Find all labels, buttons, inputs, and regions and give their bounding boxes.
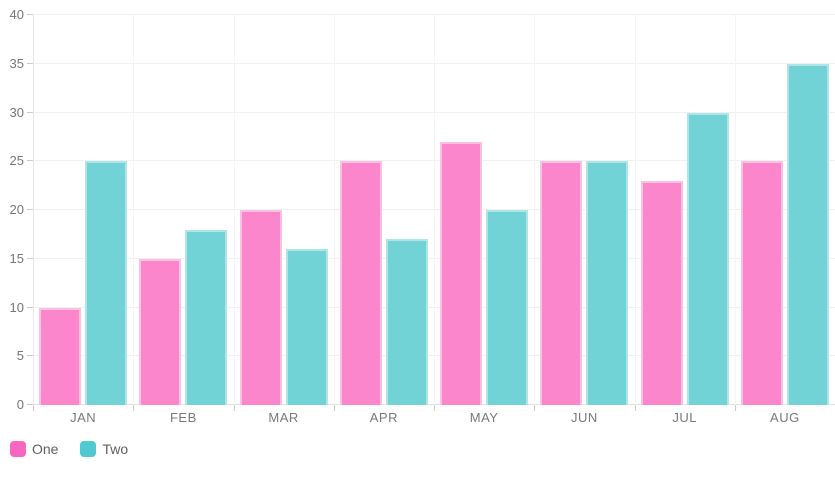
y-axis-label-15: 15 bbox=[9, 250, 24, 266]
y-axis-label-10: 10 bbox=[9, 299, 24, 315]
gridline-x-4 bbox=[434, 15, 435, 405]
gridline-x-3 bbox=[333, 15, 335, 405]
y-tick-40 bbox=[27, 14, 33, 15]
x-axis-label-apr: APR bbox=[369, 410, 398, 425]
bar-one-jul[interactable] bbox=[640, 180, 683, 405]
gridline-x-7 bbox=[734, 15, 736, 405]
bar-two-mar[interactable] bbox=[285, 249, 328, 405]
y-axis-label-20: 20 bbox=[9, 202, 24, 217]
x-axis-label-aug: AUG bbox=[770, 410, 800, 425]
bar-two-aug[interactable] bbox=[786, 63, 829, 405]
legend-swatch-two-icon bbox=[80, 441, 97, 457]
y-axis-label-0: 0 bbox=[16, 397, 24, 412]
y-tick-15 bbox=[27, 257, 33, 259]
legend-item-two[interactable]: Two bbox=[80, 441, 128, 457]
bar-group-mar bbox=[234, 15, 334, 405]
x-tick-6 bbox=[634, 405, 636, 411]
bar-group-feb bbox=[133, 15, 233, 405]
bar-one-apr[interactable] bbox=[339, 161, 382, 405]
y-axis-label-35: 35 bbox=[9, 55, 24, 71]
x-tick-7 bbox=[734, 405, 736, 411]
gridline-y-40 bbox=[33, 14, 835, 15]
bar-one-mar[interactable] bbox=[239, 210, 282, 405]
bar-group-aug bbox=[735, 15, 835, 405]
legend-swatch-one-icon bbox=[10, 441, 26, 457]
bar-group-apr bbox=[334, 15, 434, 405]
y-tick-0 bbox=[27, 404, 33, 405]
legend: One Two bbox=[10, 441, 128, 457]
x-tick-2 bbox=[233, 405, 235, 411]
bar-two-jul[interactable] bbox=[686, 112, 729, 405]
bar-two-may[interactable] bbox=[486, 210, 529, 405]
x-axis: JAN FEB MAR APR MAY JUN JUL AUG bbox=[33, 410, 835, 428]
gridline-x-2 bbox=[233, 15, 235, 405]
y-tick-30 bbox=[27, 111, 33, 113]
bar-group-jul bbox=[635, 15, 735, 405]
y-tick-10 bbox=[27, 306, 33, 308]
y-tick-5 bbox=[27, 355, 33, 357]
gridline-x-5 bbox=[534, 15, 536, 405]
x-axis-label-jul: JUL bbox=[672, 410, 697, 425]
bar-group-may bbox=[434, 15, 534, 405]
legend-label-two: Two bbox=[102, 441, 129, 457]
y-axis-label-5: 5 bbox=[16, 348, 24, 364]
x-axis-label-jan: JAN bbox=[70, 410, 97, 425]
x-tick-4 bbox=[434, 405, 435, 411]
y-tick-35 bbox=[27, 62, 33, 64]
bar-one-may[interactable] bbox=[440, 141, 483, 405]
y-tick-25 bbox=[27, 160, 33, 162]
y-axis-label-30: 30 bbox=[9, 104, 24, 120]
gridline-x-1 bbox=[133, 15, 135, 405]
x-tick-0 bbox=[33, 405, 34, 411]
x-tick-1 bbox=[133, 405, 135, 411]
x-tick-5 bbox=[534, 405, 536, 411]
bar-two-apr[interactable] bbox=[385, 239, 428, 405]
x-tick-3 bbox=[333, 405, 335, 411]
x-axis-label-mar: MAR bbox=[268, 410, 299, 425]
y-axis: 0 5 10 15 20 25 30 35 40 bbox=[0, 7, 26, 412]
bar-two-feb[interactable] bbox=[185, 229, 228, 405]
gridline-x-6 bbox=[634, 15, 636, 405]
y-tick-20 bbox=[27, 209, 33, 210]
y-axis-line bbox=[33, 15, 34, 405]
legend-label-one: One bbox=[32, 441, 59, 457]
bar-group-jun bbox=[534, 15, 634, 405]
bar-one-aug[interactable] bbox=[740, 161, 783, 405]
bar-group-jan bbox=[33, 15, 133, 405]
bar-groups bbox=[33, 15, 835, 405]
bar-two-jun[interactable] bbox=[586, 161, 629, 405]
x-axis-label-feb: FEB bbox=[169, 410, 197, 425]
bar-one-feb[interactable] bbox=[139, 258, 182, 405]
plot-area bbox=[27, 14, 835, 411]
y-axis-label-40: 40 bbox=[9, 7, 24, 22]
bar-one-jan[interactable] bbox=[39, 307, 82, 405]
x-axis-label-may: MAY bbox=[469, 410, 499, 425]
y-axis-label-25: 25 bbox=[9, 153, 24, 169]
x-axis-label-jun: JUN bbox=[570, 410, 598, 425]
bar-one-jun[interactable] bbox=[540, 161, 583, 405]
legend-item-one[interactable]: One bbox=[10, 441, 58, 457]
bar-two-jan[interactable] bbox=[85, 161, 128, 405]
